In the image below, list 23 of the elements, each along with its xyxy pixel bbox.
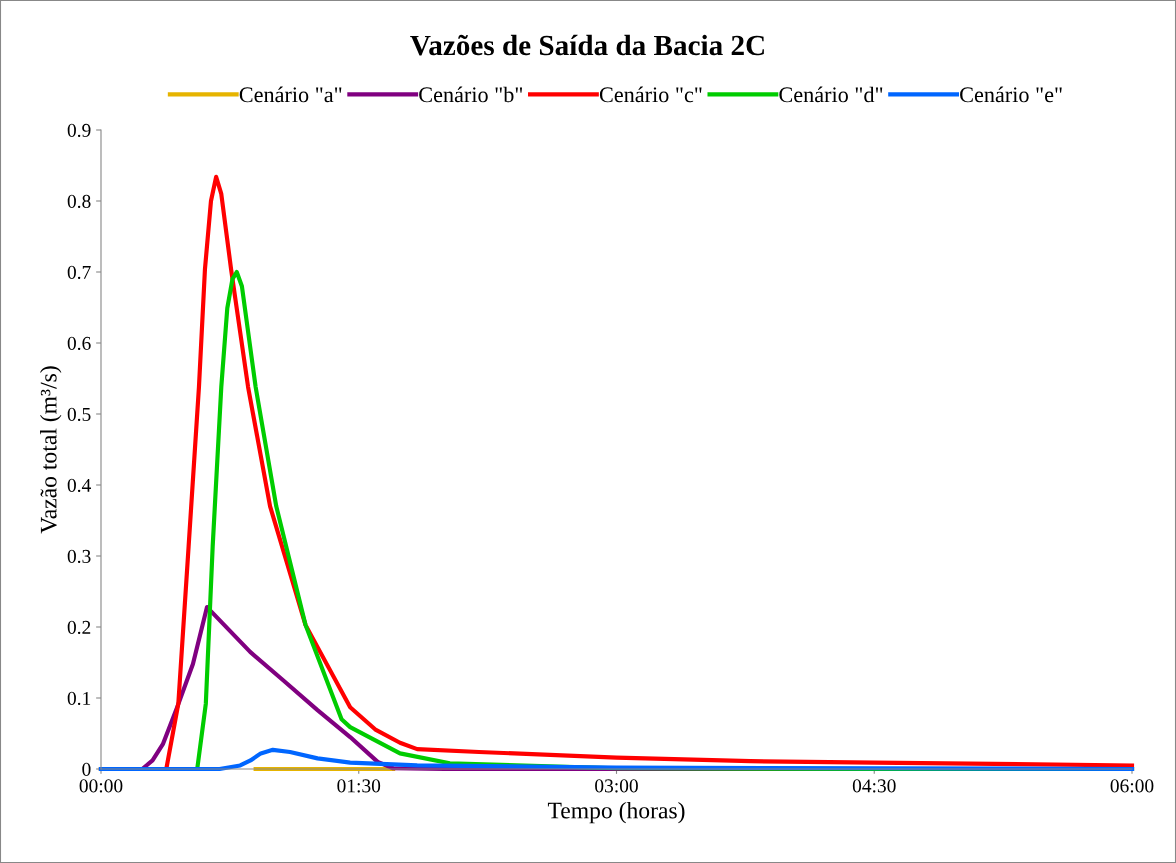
y-tick-label: 0.7 [67, 265, 91, 280]
y-tick-label: 0.6 [67, 336, 91, 351]
x-tick-label: 00:00 [79, 779, 123, 793]
y-tick-label: 0.1 [67, 691, 91, 706]
y-tick-label: 0.5 [67, 407, 91, 422]
y-tick-label: 0.4 [67, 478, 91, 493]
legend-label: Cenário "a" [239, 86, 342, 103]
y-tick-label: 0.8 [67, 194, 91, 209]
x-tick-label: 06:00 [1110, 779, 1154, 793]
y-tick-label: 0.3 [67, 549, 91, 564]
x-tick-label: 01:30 [337, 779, 381, 793]
y-tick-label: 0 [82, 762, 91, 776]
legend-label: Cenário "e" [960, 86, 1062, 103]
x-axis-title: Tempo (horas) [547, 801, 685, 824]
x-tick-label: 04:30 [852, 779, 896, 793]
legend-label: Cenário "c" [599, 86, 702, 103]
y-tick-label: 0.2 [67, 620, 91, 635]
y-axis-title: Vazão total (m³/s) [40, 366, 62, 534]
legend-label: Cenário "b" [419, 86, 523, 103]
legend-label: Cenário "d" [779, 86, 883, 103]
chart-title: Vazões de Saída da Bacia 2C [410, 34, 764, 56]
x-tick-label: 03:00 [595, 779, 638, 793]
y-tick-label: 0.9 [67, 123, 91, 138]
